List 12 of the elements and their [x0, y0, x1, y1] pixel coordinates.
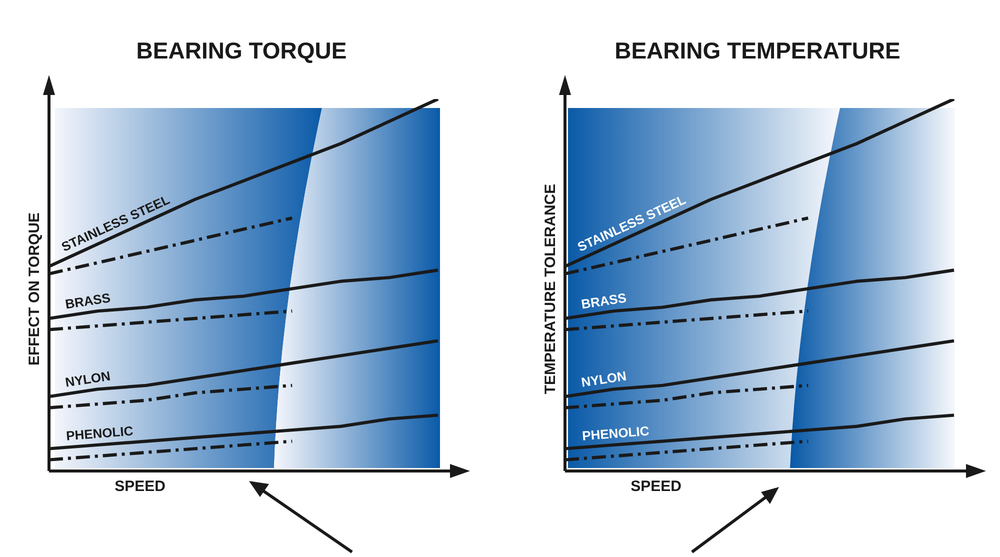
x-axis-title: SPEED: [114, 478, 166, 496]
text: NYLON: [64, 368, 112, 390]
x-axis-title: SPEED: [630, 478, 682, 496]
text: BRASS: [64, 290, 112, 312]
chart-title: BEARING TORQUE: [136, 37, 347, 64]
series-label: PHENOLIC: [66, 423, 134, 444]
text: NYLON: [580, 368, 628, 390]
y-axis-title: EFFECT ON TORQUE: [26, 212, 44, 366]
text: BRASS: [580, 290, 628, 312]
y-axis-title: TEMPERATURE TOLERANCE: [542, 184, 560, 394]
chart-title: BEARING TEMPERATURE: [614, 37, 900, 64]
series-label: PHENOLIC: [582, 423, 650, 444]
